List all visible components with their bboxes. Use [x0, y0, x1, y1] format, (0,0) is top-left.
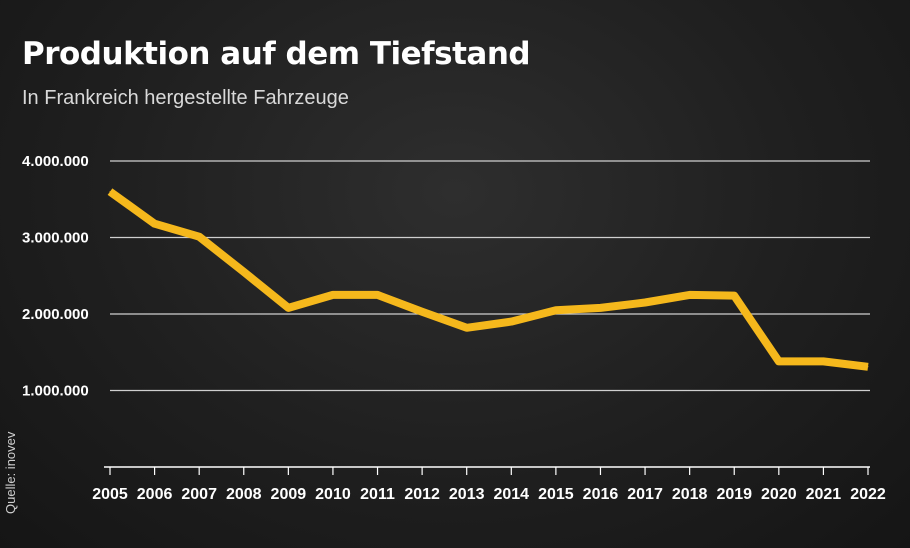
x-tick-label: 2007: [181, 486, 217, 503]
data-point: [778, 360, 780, 362]
data-point: [466, 327, 468, 329]
x-tick-label: 2015: [538, 486, 574, 503]
data-point: [154, 223, 156, 225]
data-point: [109, 191, 111, 193]
data-point: [689, 294, 691, 296]
x-tick-label: 2020: [761, 486, 797, 503]
x-tick-label: 2005: [92, 486, 128, 503]
x-tick-label: 2010: [315, 486, 351, 503]
chart-title: Produktion auf dem Tiefstand: [22, 36, 531, 72]
x-tick-label: 2019: [716, 486, 752, 503]
data-point: [510, 321, 512, 323]
x-tick-label: 2013: [449, 486, 485, 503]
x-tick-label: 2006: [137, 486, 173, 503]
x-tick-label: 2017: [627, 486, 663, 503]
y-tick-label: 4.000.000: [22, 153, 89, 170]
data-point: [555, 309, 557, 311]
data-point: [243, 271, 245, 273]
data-point: [198, 236, 200, 238]
x-tick-label: 2012: [404, 486, 440, 503]
data-point: [287, 307, 289, 309]
data-point: [822, 360, 824, 362]
x-tick-label: 2014: [493, 486, 529, 503]
x-tick-label: 2011: [360, 486, 395, 503]
data-point: [421, 311, 423, 313]
series-line-0: [107, 188, 869, 371]
x-tick-label: 2008: [226, 486, 262, 503]
data-point: [867, 366, 869, 368]
data-point: [733, 295, 735, 297]
x-tick-label: 2018: [672, 486, 708, 503]
y-tick-label: 3.000.000: [22, 230, 89, 247]
chart-subtitle: In Frankreich hergestellte Fahrzeuge: [22, 87, 349, 109]
x-tick-label: 2021: [806, 486, 842, 503]
y-tick-label: 1.000.000: [22, 383, 89, 400]
data-point: [332, 294, 334, 296]
x-tick-label: 2022: [850, 486, 886, 503]
data-point: [377, 294, 379, 296]
x-tick-label: 2009: [271, 486, 307, 503]
data-point: [599, 307, 601, 309]
data-point: [644, 302, 646, 304]
x-tick-label: 2016: [583, 486, 619, 503]
y-tick-label: 2.000.000: [22, 306, 89, 323]
